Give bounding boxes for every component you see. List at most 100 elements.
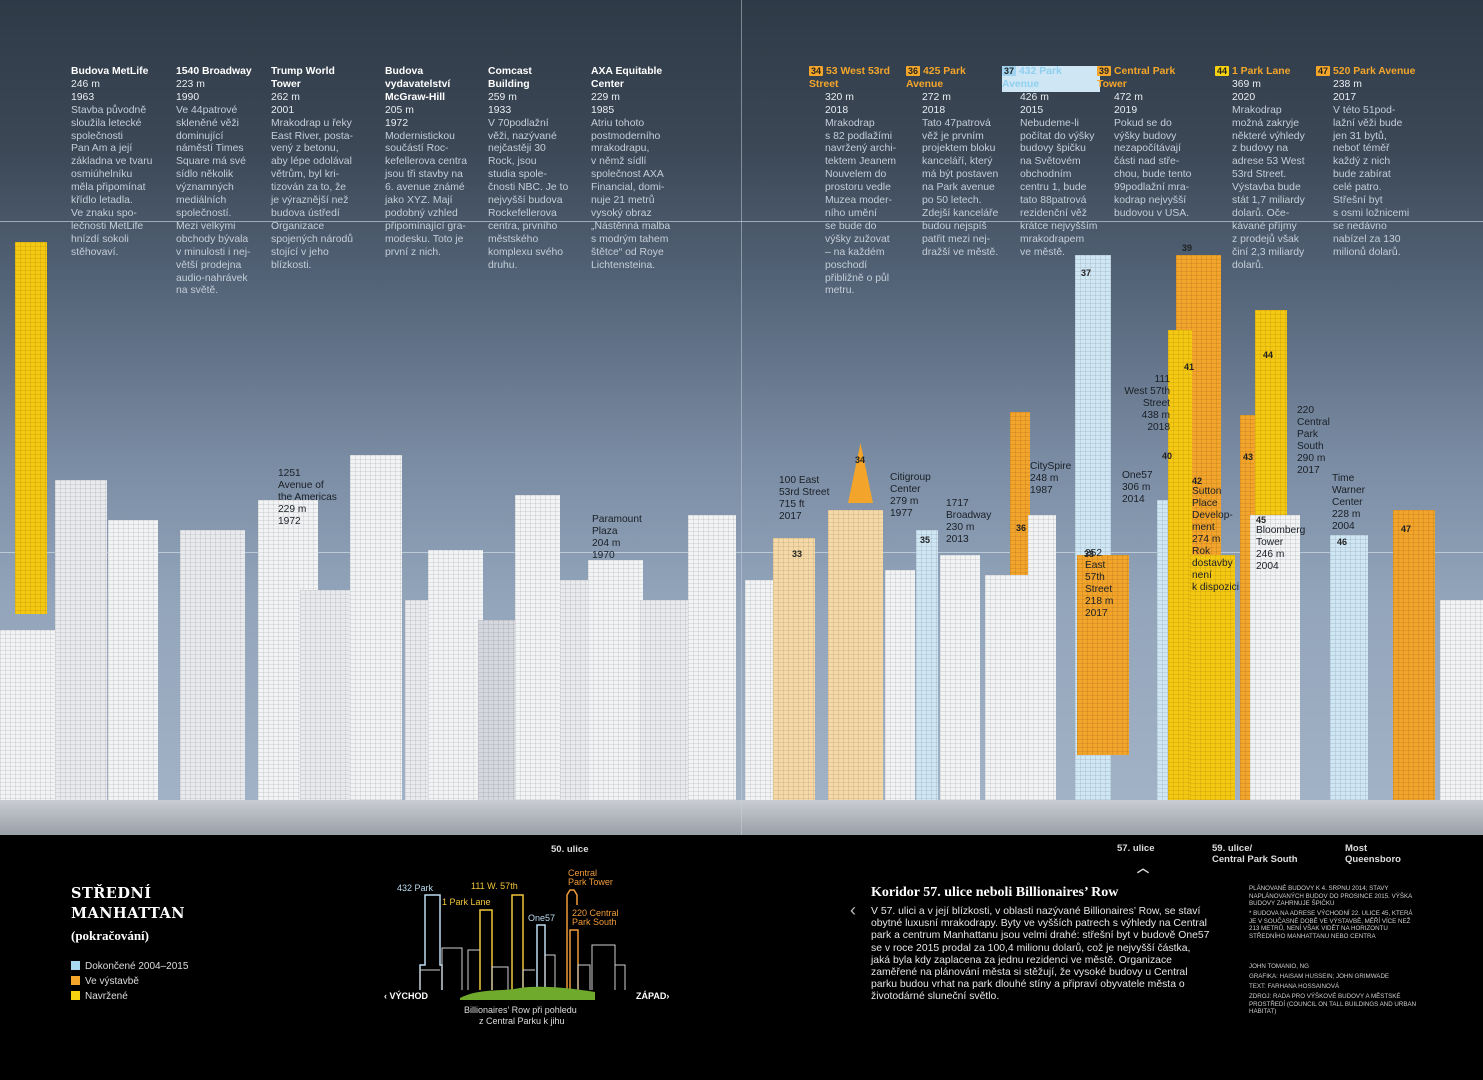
text-line: jen 31 bytů, — [1333, 130, 1387, 142]
building-year: 2001 — [271, 104, 295, 116]
legend-completed: Dokončené 2004–2015 — [71, 961, 188, 972]
building — [560, 580, 590, 800]
text-line: Center — [1332, 497, 1363, 508]
text-line: poschodí — [825, 259, 868, 271]
building-100-east-53rd — [773, 538, 815, 800]
text-line: se bude do — [825, 220, 877, 232]
text-line: první z nich. — [385, 246, 442, 258]
building-252-east-57th — [1077, 555, 1129, 755]
text-line: Výstavba bude — [1232, 182, 1301, 194]
building-proposed-left-edge — [15, 242, 47, 614]
text-line: aby lépe odolával — [271, 156, 352, 168]
building-description: Mrakodrap možná zakryje některé výhledy z b… — [1215, 105, 1320, 273]
text-line: Street — [1085, 584, 1113, 595]
text-line: čnosti NBC. Je to — [488, 182, 569, 194]
number-badge: 37 — [1002, 66, 1017, 76]
text-line: Mrakodrap u řeky — [271, 117, 352, 129]
marker-46: 46 — [1337, 537, 1348, 547]
text-line: V této 51pod- — [1333, 104, 1396, 116]
building-name: Budova vydavatelství McGraw-Hill — [385, 66, 451, 103]
text-line: neboť téměř — [1333, 143, 1390, 155]
text-line: Ve 44patrové — [176, 104, 238, 116]
building-height: 246 m — [71, 78, 100, 90]
text-line: městského — [488, 233, 539, 245]
text-line: stěhovaví. — [71, 246, 119, 258]
text-line: dostavby — [1192, 558, 1233, 569]
text-line: the Americas — [278, 492, 337, 503]
text-line: 230 m — [946, 522, 975, 533]
building-53-west-53rd-spire — [848, 443, 873, 503]
text-line: stát 1,7 miliardy — [1232, 195, 1305, 207]
koridor-body: V 57. ulici a v její blízkosti, v oblast… — [871, 906, 1210, 1003]
building-height: 229 m — [591, 91, 620, 103]
building-height: 238 m — [1333, 78, 1362, 90]
legend-construction: Ve výstavbě — [71, 976, 139, 987]
text-line: s 82 podlažími — [825, 130, 892, 142]
text-line: studia spole- — [488, 169, 547, 181]
text-line: Organizace — [271, 220, 325, 232]
billionaires-row-inset: 432 Park 1 Park Lane 111 W. 57th One57 C… — [384, 868, 669, 1026]
text-line: celé patro. — [1333, 182, 1382, 194]
text-line: 2004 — [1332, 521, 1355, 532]
number-badge: 36 — [906, 66, 921, 76]
text-line: Bloomberg — [1256, 525, 1306, 536]
text-line: Střešní byt — [1333, 195, 1383, 207]
info-mcgraw-hill: Budova vydavatelství McGraw-Hill 205 m 1… — [385, 66, 475, 260]
outline-background-buildings — [419, 944, 626, 990]
building — [745, 580, 775, 800]
text-line: projektem bloku — [922, 143, 996, 155]
building-425-park — [1010, 412, 1030, 622]
credits-note-planned: Plánované budovy k 4. srpnu 2014; stavy … — [1249, 885, 1412, 908]
text-line: Stavba původně — [71, 104, 147, 116]
label-100-east-53rd: 100 East 53rd Street 715 ft 2017 — [779, 475, 829, 523]
previous-page-chevron-icon[interactable]: ‹ — [850, 900, 856, 920]
info-metlife: Budova MetLife 246 m 1963 Stavba původně… — [71, 66, 171, 260]
text-line: věž je prvním — [922, 130, 984, 142]
text-line: komplexu svého — [488, 246, 564, 258]
credits-author: John Tomanio, NG — [1249, 963, 1309, 970]
building-year: 2019 — [1114, 104, 1138, 116]
text-line: kefellerova centra — [385, 156, 468, 168]
building-description: Ve 44patrové skleněné věži dominující náměs… — [176, 105, 266, 299]
text-line: „Nástěnná malba — [591, 220, 671, 232]
text-line: mrakodrapem — [1020, 233, 1085, 245]
text-line: 274 m — [1192, 534, 1221, 545]
text-line: Atriu tohoto — [591, 117, 645, 129]
number-badge: 34 — [809, 66, 824, 76]
text-line: navržený archi- — [825, 143, 897, 155]
building-year: 1990 — [176, 91, 200, 103]
building-paramount-plaza — [588, 560, 643, 800]
building-description: V 70podlažní věži, nazývané nejčastěji 30 R… — [488, 118, 573, 273]
text-line: křídlo letadla. — [71, 195, 133, 207]
text-line: West 57th — [1124, 386, 1170, 397]
credits-graphics: Grafika: Haisam Hussein; John Grimwade — [1249, 973, 1390, 980]
text-line: některé výhledy — [1232, 130, 1305, 142]
text-line: 204 m — [592, 538, 621, 549]
text-line: vysoký obraz — [591, 207, 652, 219]
label-time-warner: Time Warner Center 228 m 2004 — [1332, 473, 1365, 533]
text-line: 2017 — [1085, 608, 1108, 619]
text-line: k dispozici — [1192, 582, 1239, 593]
text-line: modesku. Toto je — [385, 233, 464, 245]
text-line: 438 m — [1141, 410, 1170, 421]
text-line: Lichtensteina. — [591, 259, 656, 271]
text-line: skleněné věži — [176, 117, 239, 129]
text-line: 59. ulice/ — [1212, 843, 1253, 854]
text-line: patřit mezi nej- — [922, 233, 991, 245]
text-line: dolarů. Oče- — [1232, 207, 1290, 219]
text-line: druhu. — [488, 259, 518, 271]
text-line: chou, bude tento — [1114, 169, 1192, 181]
text-line: společností. — [176, 207, 232, 219]
text-line: každý z nich — [1333, 156, 1391, 168]
legend-swatch-blue — [71, 961, 80, 970]
inset-west-label: ZÁPAD› — [636, 991, 669, 1001]
label-paramount-plaza: Paramount Plaza 204 m 1970 — [592, 514, 642, 562]
building-axa — [640, 600, 690, 800]
central-park-trees — [460, 986, 595, 1000]
text-line: mrakodrapu, — [591, 143, 650, 155]
text-line: základna ve tvaru — [71, 156, 153, 168]
building — [478, 620, 518, 800]
label-sutton-place: Sutton Place Develop-ment 274 m Rok dostavby n… — [1192, 486, 1239, 594]
marker-45: 45 — [1256, 515, 1267, 525]
outline-1-park-lane — [479, 909, 493, 990]
